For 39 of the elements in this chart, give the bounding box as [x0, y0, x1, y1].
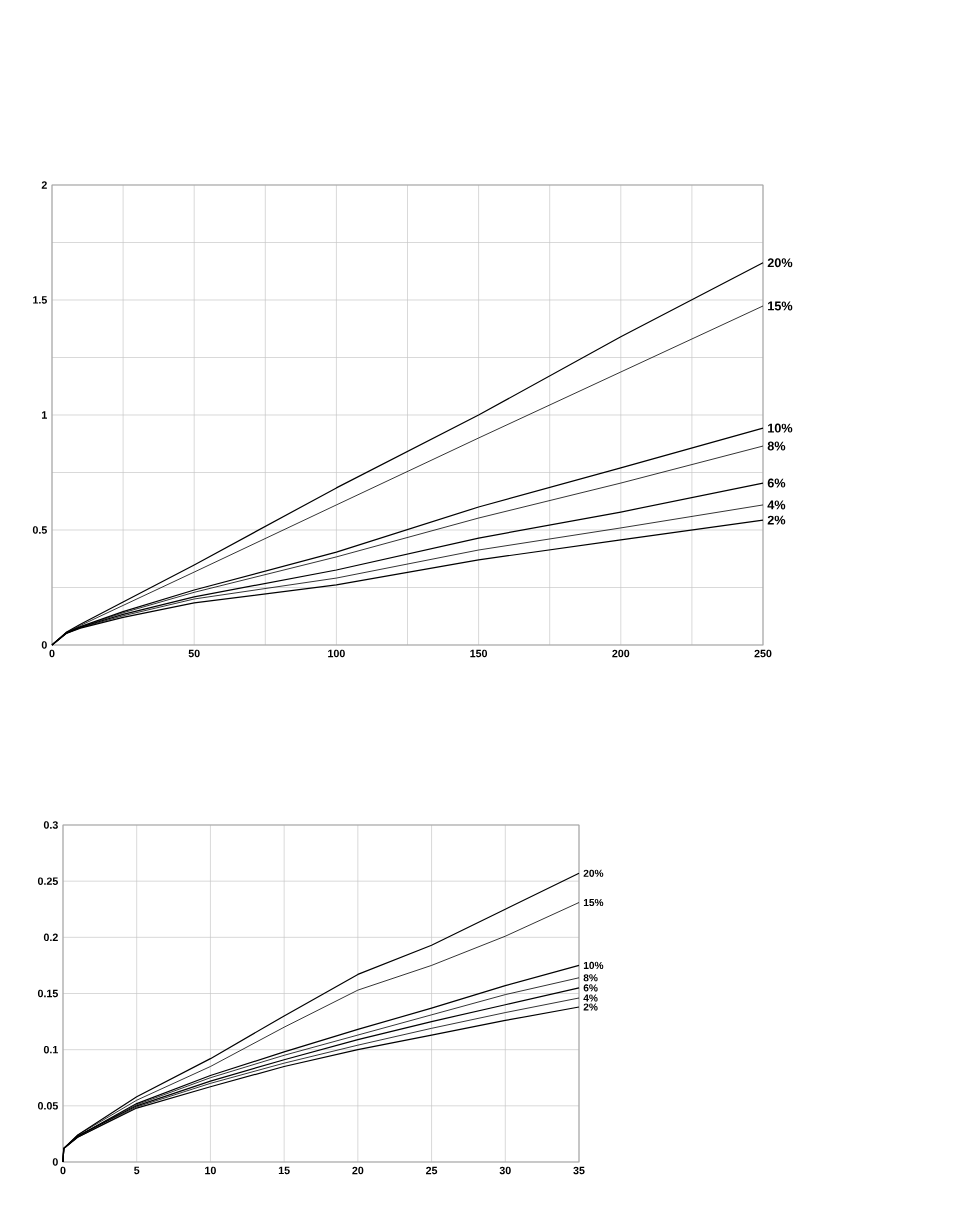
- x-tick-label: 50: [188, 649, 200, 658]
- x-tick-label: 10: [205, 1166, 216, 1175]
- series-label: 2%: [583, 1003, 598, 1011]
- y-tick-label: 0.5: [32, 526, 47, 534]
- x-tick-label: 30: [499, 1166, 511, 1175]
- x-tick-label: 25: [426, 1166, 438, 1175]
- x-tick-label: 5: [134, 1166, 140, 1175]
- y-tick-label: 2: [41, 181, 47, 189]
- series-label: 4%: [583, 994, 598, 1002]
- x-tick-label: 15: [278, 1166, 290, 1175]
- y-tick-label: 0.05: [37, 1102, 58, 1110]
- series-label: 15%: [768, 301, 793, 311]
- y-tick-label: 0.15: [37, 989, 58, 998]
- y-tick-label: 0.2: [43, 933, 58, 942]
- x-tick-label: 100: [328, 649, 345, 658]
- x-tick-label: 20: [352, 1166, 364, 1175]
- y-tick-label: 1.5: [33, 296, 47, 304]
- x-tick-label: 250: [754, 649, 772, 658]
- y-tick-label: 0.3: [43, 821, 58, 829]
- y-tick-label: 0.25: [37, 877, 58, 885]
- series-label: 6%: [583, 984, 598, 992]
- x-tick-label: 35: [573, 1166, 585, 1175]
- series-label: 2%: [767, 515, 786, 525]
- series-label: 15%: [583, 898, 604, 907]
- x-tick-label: 150: [470, 649, 488, 658]
- y-tick-label: 0: [52, 1158, 58, 1166]
- y-tick-label: 1: [42, 411, 47, 419]
- series-label: 10%: [583, 961, 604, 969]
- series-label: 8%: [583, 974, 598, 982]
- series-label: 6%: [767, 478, 786, 488]
- series-label: 10%: [768, 423, 793, 433]
- series-label: 8%: [767, 441, 786, 451]
- series-label: 4%: [767, 500, 786, 510]
- y-tick-label: 0: [41, 641, 47, 649]
- y-tick-label: 0.1: [43, 1045, 58, 1054]
- series-label: 20%: [583, 869, 604, 877]
- x-tick-label: 200: [612, 649, 630, 658]
- series-label: 20%: [767, 258, 793, 268]
- x-tick-label: 0: [60, 1166, 66, 1175]
